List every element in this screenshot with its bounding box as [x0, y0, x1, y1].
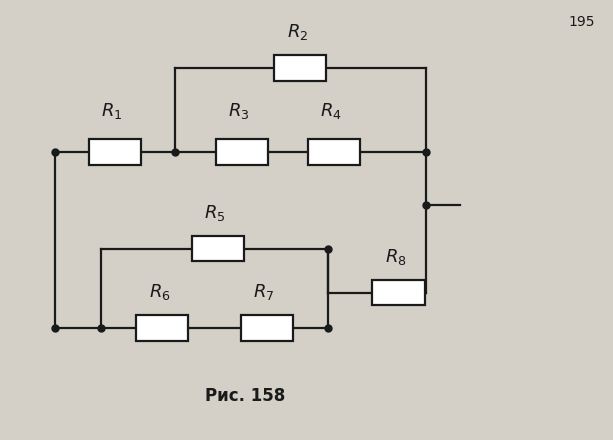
Text: $R_8$: $R_8$ [384, 247, 406, 267]
Bar [137, 315, 189, 341]
Text: $R_6$: $R_6$ [148, 282, 170, 302]
Text: $R_1$: $R_1$ [101, 102, 123, 121]
Text: $R_5$: $R_5$ [204, 203, 226, 223]
Text: $R_7$: $R_7$ [253, 282, 274, 302]
Text: $R_4$: $R_4$ [320, 102, 342, 121]
Bar [216, 139, 268, 165]
Bar [191, 236, 244, 261]
Text: $R_3$: $R_3$ [228, 102, 250, 121]
Bar [373, 280, 424, 305]
Text: 195: 195 [568, 15, 595, 29]
Bar [275, 55, 326, 81]
Text: Рис. 158: Рис. 158 [205, 387, 285, 405]
Bar [89, 139, 141, 165]
Bar [308, 139, 360, 165]
Bar [241, 315, 293, 341]
Text: $R_2$: $R_2$ [287, 22, 308, 42]
